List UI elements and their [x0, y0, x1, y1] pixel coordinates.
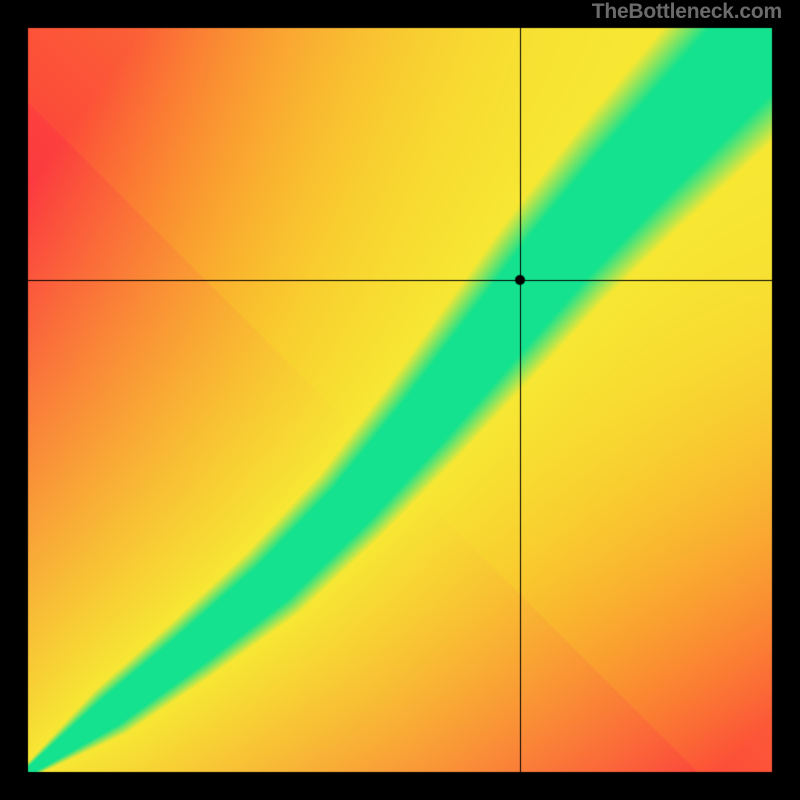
chart-container: TheBottleneck.com [0, 0, 800, 800]
watermark-text: TheBottleneck.com [592, 0, 782, 24]
bottleneck-heatmap [0, 0, 800, 800]
